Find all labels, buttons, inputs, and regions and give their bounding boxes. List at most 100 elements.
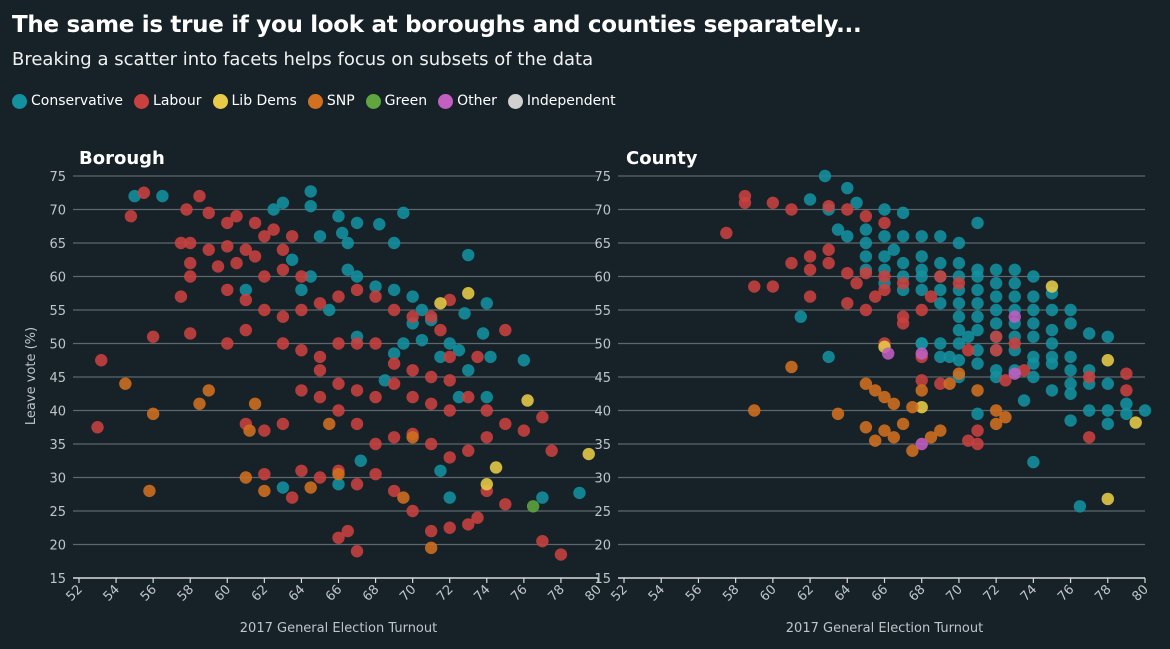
facet-1-point-labour	[480, 404, 493, 417]
facet-2-y-tick-label: 55	[594, 304, 611, 319]
facet-2-point-conservative	[1064, 317, 1077, 330]
facet-1-point-conservative	[387, 283, 401, 297]
facet-2-point-conservative	[971, 344, 984, 357]
facet-2-point-snp	[906, 444, 919, 457]
facet-2-point-conservative	[971, 407, 984, 421]
facet-2-x-tick-label: 70	[943, 582, 965, 604]
facet-1-point-snp	[239, 471, 253, 484]
legend-item-independent[interactable]: Independent	[507, 93, 616, 109]
facet-1-point-labour	[295, 270, 308, 283]
facet-2-point-snp	[878, 390, 891, 404]
facet-2-point-conservative	[934, 230, 947, 243]
facet-2-point-conservative	[1045, 337, 1059, 350]
facet-1-point-labour	[369, 467, 382, 481]
legend-item-other[interactable]: Other	[438, 93, 497, 109]
facet-2-point-labour	[878, 270, 891, 283]
facet-2-point-conservative	[822, 350, 835, 364]
facet-2-point-conservative	[1027, 270, 1040, 283]
facet-2-point-lib-dems	[1045, 280, 1059, 293]
facet-1-x-tick-label: 54	[101, 582, 123, 604]
facet-2-point-snp	[934, 424, 947, 437]
facet-2-point-conservative	[952, 236, 966, 250]
facet-1-point-labour	[424, 397, 438, 410]
facet-1-point-conservative	[536, 491, 549, 504]
facet-1-point-labour	[91, 421, 104, 434]
facet-2-point-conservative	[1101, 417, 1114, 431]
facet-2-point-labour	[878, 283, 891, 297]
facet-2-point-conservative	[878, 230, 891, 243]
legend-item-labour[interactable]: Labour	[134, 93, 202, 109]
facet-1-point-conservative	[406, 290, 419, 303]
facet-1-point-conservative	[304, 199, 317, 213]
facet-2-point-conservative	[989, 303, 1003, 317]
facet-2-point-conservative	[887, 243, 901, 256]
facet-2-point-conservative	[989, 290, 1003, 303]
facet-1-point-labour	[313, 297, 327, 310]
facet-1-y-tick-label: 65	[49, 237, 66, 252]
facet-1-point-labour	[332, 337, 345, 350]
facet-1-point-labour	[332, 377, 345, 390]
facet-2-point-snp	[868, 434, 882, 447]
facet-1-x-tick-label: 58	[175, 582, 197, 604]
facet-2-point-snp	[887, 397, 901, 410]
facet-2-point-conservative	[1027, 303, 1040, 317]
facet-1-point-conservative	[156, 189, 169, 203]
facet-2-point-labour	[1008, 337, 1021, 350]
facet-2-point-conservative	[989, 317, 1003, 330]
facet-2-point-conservative	[915, 230, 928, 243]
facet-2-point-labour	[878, 216, 891, 230]
legend-swatch-independent	[507, 93, 523, 109]
facet-2-point-labour	[915, 303, 928, 317]
facet-2-point-conservative	[1120, 407, 1133, 421]
facet-2-point-snp	[785, 360, 798, 374]
facet-2-point-conservative	[1064, 377, 1077, 390]
facet-2-point-other	[1008, 367, 1021, 380]
legend-label-labour: Labour	[153, 93, 202, 109]
facet-1-point-labour	[462, 390, 475, 404]
facet-1-point-labour	[193, 189, 206, 203]
facet-2-point-snp	[868, 384, 882, 397]
legend-item-conservative[interactable]: Conservative	[12, 93, 123, 109]
facet-1-point-conservative	[480, 390, 493, 404]
facet-1-point-labour	[239, 323, 253, 337]
facet-1-point-labour	[369, 390, 382, 404]
facet-1-x-tick-label: 64	[286, 582, 308, 604]
facet-1-y-tick-label: 15	[49, 572, 66, 587]
facet-2-point-labour	[822, 199, 835, 213]
facet-1-point-conservative	[458, 307, 471, 320]
facet-1-point-labour	[258, 303, 271, 317]
facet-2-point-conservative	[818, 169, 832, 183]
facet-1-point-labour	[443, 350, 456, 364]
facet-1-point-snp	[304, 481, 317, 494]
facet-2-point-conservative	[1008, 263, 1021, 276]
facet-1-x-tick-label: 66	[323, 582, 345, 604]
facet-2-point-conservative	[952, 297, 966, 310]
facet-1-point-labour	[146, 330, 160, 343]
facet-1-point-labour	[443, 374, 456, 387]
facet-2-point-conservative	[952, 337, 966, 350]
legend-swatch-lib-dems	[212, 93, 228, 109]
facet-2-y-tick-label: 25	[594, 505, 611, 520]
facet-1-point-labour	[313, 471, 327, 484]
facet-1-y-tick-label: 50	[49, 338, 66, 353]
facet-2-point-conservative	[1064, 350, 1077, 364]
facet-1-point-snp	[243, 424, 256, 437]
legend-item-lib-dems[interactable]: Lib Dems	[212, 93, 297, 109]
facet-1-y-tick-label: 75	[49, 170, 66, 185]
legend-item-green[interactable]: Green	[365, 93, 427, 109]
facet-2-point-conservative	[859, 223, 873, 236]
facet-1-y-tick-label: 40	[49, 405, 66, 420]
facet-1-point-labour	[202, 243, 215, 256]
facet-2-x-axis-label: 2017 General Election Turnout	[786, 621, 983, 636]
facet-2-point-conservative	[952, 256, 966, 270]
facet-1-point-labour	[258, 230, 271, 243]
facet-1-point-labour	[124, 210, 138, 223]
facet-2-point-labour	[822, 256, 835, 270]
facet-1-point-conservative	[462, 248, 475, 262]
legend-label-other: Other	[457, 93, 497, 109]
facet-1-point-labour	[313, 364, 327, 377]
legend-item-snp[interactable]: SNP	[307, 93, 355, 109]
facet-2-point-conservative	[878, 250, 891, 263]
facet-1-point-labour	[554, 548, 568, 561]
facet-2-y-tick-label: 75	[594, 170, 611, 185]
